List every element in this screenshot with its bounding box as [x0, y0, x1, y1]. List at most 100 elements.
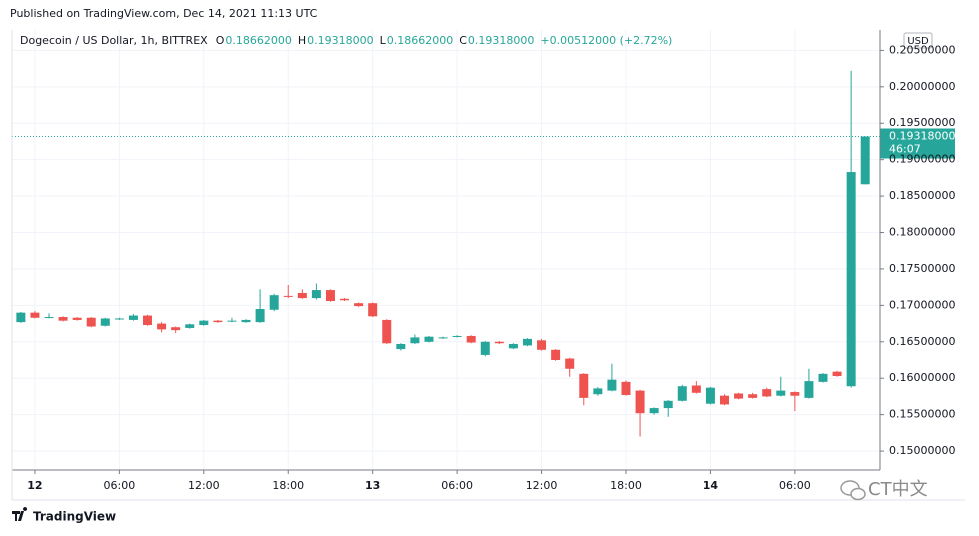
x-tick-label: 14	[703, 479, 719, 492]
x-tick-label: 12:00	[526, 479, 558, 492]
candle-body	[832, 371, 842, 377]
candle-body	[466, 335, 476, 343]
candle-body	[734, 393, 744, 399]
candle-body	[157, 323, 167, 330]
candle-body	[551, 349, 561, 360]
legend: Dogecoin / US Dollar, 1h, BITTREX O 0.1866…	[20, 34, 672, 47]
y-tick-label: 0.20500000	[889, 43, 955, 56]
y-tick-label: 0.16500000	[889, 335, 955, 348]
candle-body	[283, 295, 293, 297]
candle-body	[114, 318, 124, 320]
candle-body	[480, 341, 490, 355]
candle-body	[424, 336, 434, 342]
x-tick-label: 18:00	[272, 479, 304, 492]
candle-body	[677, 386, 687, 401]
legend-value: 0.19318000	[307, 34, 373, 47]
published-header: Published on TradingView.com, Dec 14, 20…	[10, 7, 318, 20]
candle-body	[171, 327, 181, 331]
candle-body	[537, 340, 547, 350]
last-price-label: 0.19318000	[889, 130, 955, 143]
candle-body	[143, 315, 153, 326]
x-tick-label: 06:00	[779, 479, 811, 492]
candle-body	[396, 343, 406, 350]
candle-body	[44, 317, 54, 319]
candle-body	[663, 400, 673, 409]
legend-value: 0.18662000	[387, 34, 453, 47]
candle-body	[593, 388, 603, 395]
y-tick-label: 0.18000000	[889, 226, 955, 239]
candle-body	[691, 385, 701, 393]
candle-body	[297, 292, 307, 299]
candle-body	[255, 309, 265, 323]
candle-body	[494, 341, 504, 344]
legend-value: 0.19318000	[468, 34, 534, 47]
x-tick-label: 06:00	[104, 479, 136, 492]
legend-key: O	[216, 34, 225, 47]
candle-body	[86, 317, 96, 327]
candle-body	[719, 395, 729, 405]
watermark: CT中文	[868, 479, 928, 500]
candle-body	[635, 390, 645, 414]
candle-body	[452, 335, 462, 337]
tradingview-logo	[12, 507, 28, 521]
candle-body	[72, 317, 82, 320]
countdown-label: 46:07	[889, 143, 921, 156]
candle-body	[522, 338, 532, 346]
x-tick-label: 13	[365, 479, 380, 492]
candle-body	[213, 320, 223, 323]
candle-body	[311, 290, 321, 299]
legend-key: C	[459, 34, 467, 47]
candle-body	[128, 315, 138, 320]
candle-body	[790, 392, 800, 396]
y-tick-label: 0.20000000	[889, 80, 955, 93]
chart-title: Dogecoin / US Dollar, 1h, BITTREX	[20, 34, 208, 47]
candle-body	[565, 358, 575, 369]
currency-box	[903, 32, 933, 49]
candle-body	[368, 303, 378, 317]
legend-key: L	[380, 34, 387, 47]
y-tick-label: 0.16000000	[889, 371, 955, 384]
currency-label: USD	[907, 36, 929, 47]
footer-brand: TradingView	[33, 510, 116, 524]
candle-body	[621, 381, 631, 395]
candle-body	[325, 290, 335, 301]
y-tick-label: 0.19500000	[889, 116, 955, 129]
legend-key: H	[298, 34, 306, 47]
candles	[16, 70, 870, 437]
candle-body	[818, 373, 828, 382]
y-tick-label: 0.15000000	[889, 444, 955, 457]
candle-body	[776, 390, 786, 396]
candle-body	[16, 312, 26, 323]
x-tick-label: 06:00	[441, 479, 473, 492]
candle-body	[438, 337, 448, 339]
y-tick-label: 0.15500000	[889, 408, 955, 421]
last-price-box	[880, 128, 955, 159]
candle-body	[269, 295, 279, 310]
candle-body	[199, 320, 209, 326]
x-tick-label: 12:00	[188, 479, 220, 492]
candle-body	[58, 317, 68, 321]
candle-body	[762, 389, 772, 397]
candle-body	[340, 298, 350, 301]
candle-body	[354, 303, 364, 307]
legend-value: 0.18662000	[225, 34, 291, 47]
legend-change: +0.00512000 (+2.72%)	[540, 34, 672, 47]
candle-body	[748, 394, 758, 398]
candle-body	[227, 320, 237, 322]
candle-body	[705, 387, 715, 404]
y-tick-label: 0.18500000	[889, 189, 955, 202]
x-tick-label: 12	[27, 479, 42, 492]
candle-body	[100, 318, 110, 326]
candle-body	[607, 379, 617, 391]
candle-body	[804, 381, 814, 398]
candle-body	[579, 373, 589, 398]
y-tick-label: 0.17500000	[889, 262, 955, 275]
candle-body	[185, 324, 195, 328]
candle-body	[241, 319, 251, 323]
wechat-icon	[840, 480, 866, 501]
y-tick-label: 0.17000000	[889, 298, 955, 311]
candle-body	[508, 343, 518, 349]
